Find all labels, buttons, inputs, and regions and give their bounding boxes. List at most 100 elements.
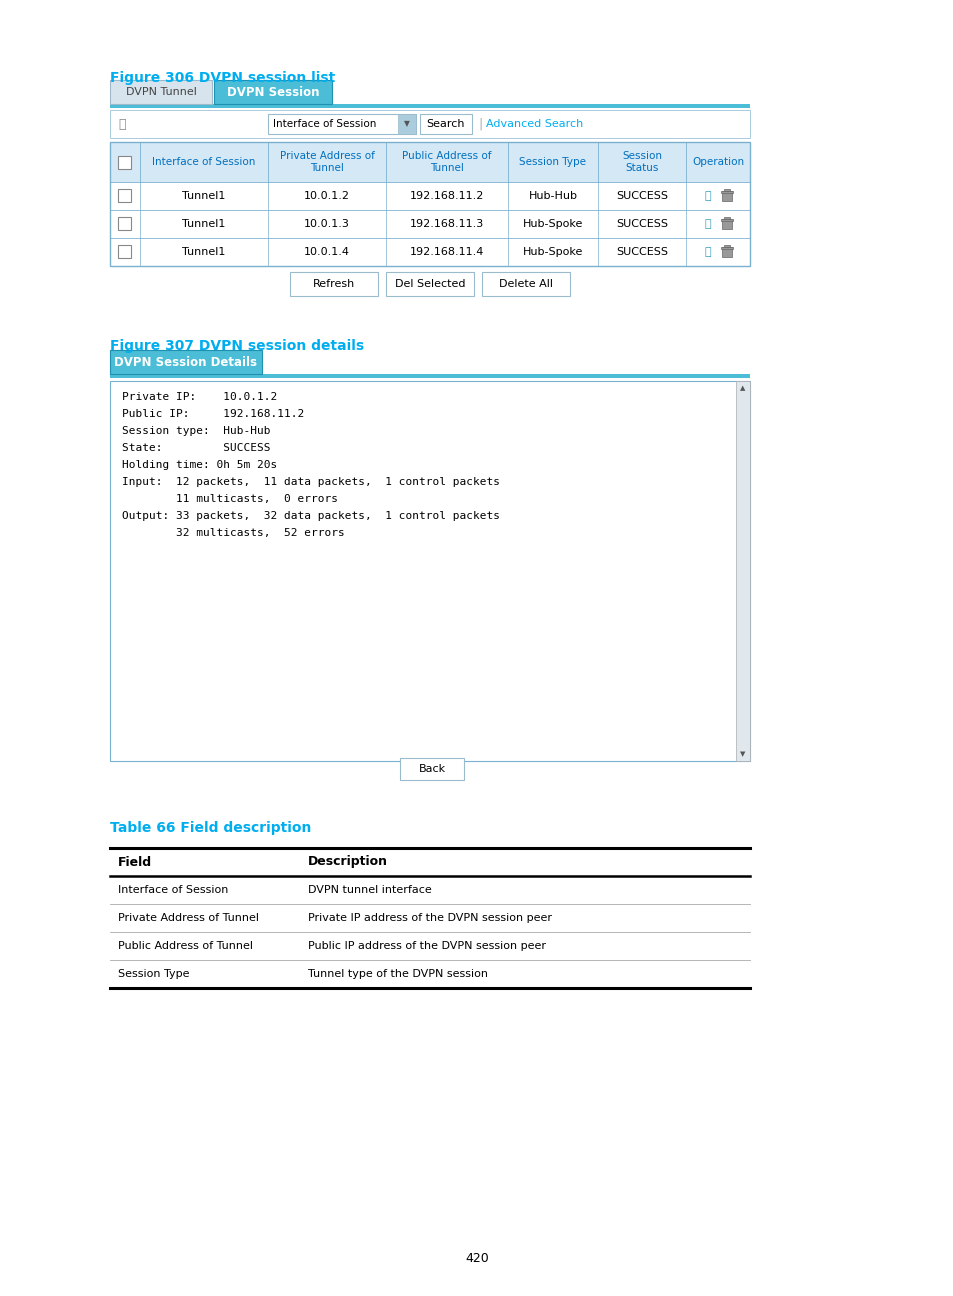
Text: SUCCESS: SUCCESS [616,248,667,257]
Bar [110,80,212,104]
Text: Delete All: Delete All [498,279,553,289]
Bar [268,114,416,133]
Text: ▼: ▼ [740,750,745,757]
Text: 32 multicasts,  52 errors: 32 multicasts, 52 errors [122,527,344,538]
Text: Tunnel1: Tunnel1 [182,219,226,229]
Text: Session Type: Session Type [519,157,586,167]
Text: |: | [477,118,482,131]
Text: Interface of Session: Interface of Session [273,119,376,130]
Bar [481,272,569,295]
Bar [110,905,749,932]
Text: Hub-Spoke: Hub-Spoke [522,219,582,229]
Bar [720,191,732,193]
Bar [118,189,131,202]
Bar [110,143,749,266]
Bar [110,848,749,876]
Bar [118,216,131,229]
Text: Tunnel type of the DVPN session: Tunnel type of the DVPN session [308,969,488,978]
Text: Private Address of
Tunnel: Private Address of Tunnel [279,152,374,172]
Bar [110,375,749,378]
Text: Advanced Search: Advanced Search [485,119,582,130]
Text: 192.168.11.2: 192.168.11.2 [410,191,484,201]
Text: Figure 307 DVPN session details: Figure 307 DVPN session details [110,340,364,353]
Bar [118,156,131,168]
Bar [386,272,474,295]
Bar [399,758,463,780]
Text: ▼: ▼ [404,119,410,128]
Text: 192.168.11.4: 192.168.11.4 [410,248,484,257]
Text: 11 multicasts,  0 errors: 11 multicasts, 0 errors [122,494,337,504]
Bar [723,216,729,219]
Text: Private Address of Tunnel: Private Address of Tunnel [118,912,258,923]
Text: 10.0.1.2: 10.0.1.2 [304,191,350,201]
Bar [723,245,729,248]
Text: Field: Field [118,855,152,868]
Text: DVPN Tunnel: DVPN Tunnel [126,87,196,97]
Bar [397,114,416,133]
Text: Tunnel1: Tunnel1 [182,248,226,257]
Text: Table 66 Field description: Table 66 Field description [110,820,311,835]
Text: Figure 306 DVPN session list: Figure 306 DVPN session list [110,71,335,86]
Text: Private IP:    10.0.1.2: Private IP: 10.0.1.2 [122,391,277,402]
Bar [720,248,732,249]
Bar [290,272,377,295]
Bar [110,381,749,761]
Text: State:         SUCCESS: State: SUCCESS [122,443,271,454]
Text: 🔍: 🔍 [704,191,711,201]
Text: Public Address of Tunnel: Public Address of Tunnel [118,941,253,951]
Text: Search: Search [426,119,465,130]
Text: Hub-Hub: Hub-Hub [528,191,577,201]
Bar [110,876,749,905]
Text: SUCCESS: SUCCESS [616,219,667,229]
Bar [110,110,749,137]
Bar [110,350,262,375]
Bar [723,189,729,191]
Bar [735,381,749,761]
Text: Hub-Spoke: Hub-Spoke [522,248,582,257]
Text: Interface of Session: Interface of Session [118,885,228,896]
Text: ▲: ▲ [740,385,745,391]
Bar [419,114,472,133]
Text: Refresh: Refresh [313,279,355,289]
Text: Public IP:     192.168.11.2: Public IP: 192.168.11.2 [122,410,304,419]
Text: 192.168.11.3: 192.168.11.3 [410,219,483,229]
Text: 🔍: 🔍 [704,219,711,229]
Text: Description: Description [308,855,388,868]
Text: DVPN Session: DVPN Session [227,86,319,98]
Text: SUCCESS: SUCCESS [616,191,667,201]
Text: Session type:  Hub-Hub: Session type: Hub-Hub [122,426,271,435]
Text: Private IP address of the DVPN session peer: Private IP address of the DVPN session p… [308,912,552,923]
Text: 10.0.1.3: 10.0.1.3 [304,219,350,229]
Text: Output: 33 packets,  32 data packets,  1 control packets: Output: 33 packets, 32 data packets, 1 c… [122,511,499,521]
Text: Input:  12 packets,  11 data packets,  1 control packets: Input: 12 packets, 11 data packets, 1 co… [122,477,499,487]
Text: DVPN tunnel interface: DVPN tunnel interface [308,885,432,896]
Bar [110,932,749,960]
Bar [721,191,731,201]
Text: Public Address of
Tunnel: Public Address of Tunnel [402,152,491,172]
Bar [110,143,749,181]
Text: Tunnel1: Tunnel1 [182,191,226,201]
Text: 10.0.1.4: 10.0.1.4 [304,248,350,257]
Text: Back: Back [418,765,445,774]
Bar [721,248,731,257]
Bar [110,238,749,266]
Text: Session Type: Session Type [118,969,190,978]
Bar [213,80,332,104]
Bar [721,219,731,229]
Text: Session
Status: Session Status [621,152,661,172]
Text: Holding time: 0h 5m 20s: Holding time: 0h 5m 20s [122,460,277,470]
Bar [110,104,749,108]
Text: DVPN Session Details: DVPN Session Details [114,355,257,368]
Bar [110,960,749,988]
Bar [118,245,131,258]
Text: Public IP address of the DVPN session peer: Public IP address of the DVPN session pe… [308,941,545,951]
Text: 420: 420 [465,1252,488,1265]
Text: Del Selected: Del Selected [395,279,465,289]
Text: Operation: Operation [691,157,743,167]
Bar [110,181,749,210]
Text: Interface of Session: Interface of Session [152,157,255,167]
Text: ⌕: ⌕ [118,118,126,131]
Text: 🔍: 🔍 [704,248,711,257]
Bar [720,219,732,222]
Bar [110,210,749,238]
